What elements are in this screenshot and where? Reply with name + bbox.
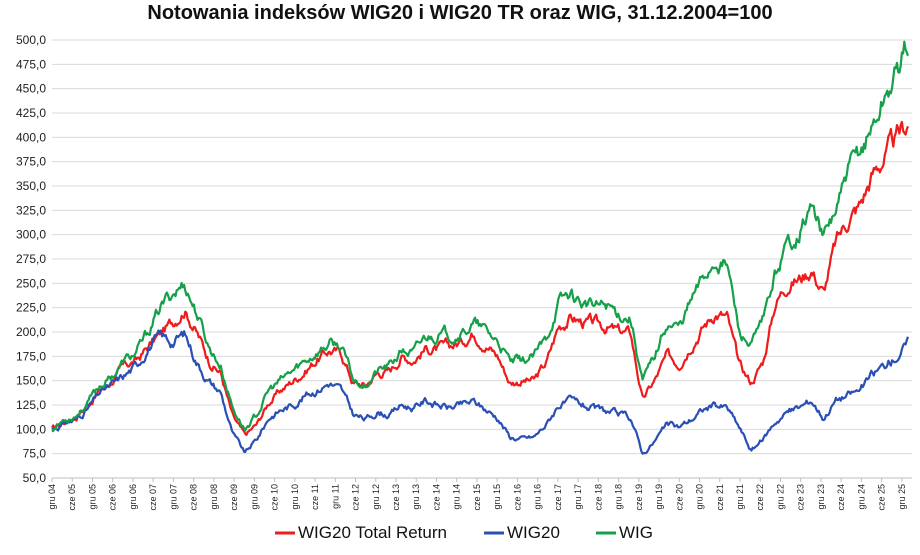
x-tick-label: gru 10 (290, 484, 300, 510)
y-tick-label: 100,0 (16, 422, 46, 436)
x-tick-label: gru 13 (411, 484, 421, 510)
gridlines (52, 39, 912, 479)
y-axis-ticks: 50,0 75,0 100,0 125,0 150,0 175,0 200,0 225,0 25… (16, 33, 46, 485)
x-tick-label: cze 25 (877, 484, 887, 511)
legend-label: WIG (619, 523, 653, 542)
y-tick-label: 400,0 (16, 130, 46, 144)
x-tick-label: cze 08 (189, 484, 199, 511)
y-tick-label: 450,0 (16, 82, 46, 96)
x-tick-label: gru 09 (249, 484, 259, 510)
x-tick-label: cze 11 (310, 484, 320, 510)
x-tick-label: gru 23 (816, 484, 826, 510)
x-tick-label: cze 20 (674, 484, 684, 511)
y-tick-label: 325,0 (16, 203, 46, 217)
y-tick-label: 50,0 (23, 471, 47, 485)
y-tick-label: 125,0 (16, 398, 46, 412)
y-tick-label: 375,0 (16, 155, 46, 169)
x-tick-label: gru 07 (168, 484, 178, 510)
x-tick-label: gru 06 (128, 484, 138, 510)
y-tick-label: 250,0 (16, 276, 46, 290)
x-tick-label: cze 06 (108, 484, 118, 511)
y-tick-label: 150,0 (16, 374, 46, 388)
x-tick-label: gru 04 (47, 484, 57, 510)
x-tick-label: cze 09 (229, 484, 239, 511)
x-tick-label: gru 21 (735, 484, 745, 510)
y-tick-label: 350,0 (16, 179, 46, 193)
x-tick-label: gru 19 (654, 484, 664, 510)
series-lines (51, 40, 910, 455)
y-tick-label: 175,0 (16, 349, 46, 363)
x-tick-label: gru 18 (614, 484, 624, 510)
x-tick-label: gru 24 (856, 484, 866, 510)
y-tick-label: 225,0 (16, 301, 46, 315)
x-tick-label: gru 20 (695, 484, 705, 510)
series-line-1 (51, 329, 910, 455)
y-tick-label: 275,0 (16, 252, 46, 266)
x-tick-label: cze 19 (634, 484, 644, 511)
x-tick-label: gru 17 (573, 484, 583, 510)
x-tick-label: cze 18 (593, 484, 603, 511)
x-tick-label: gru 25 (897, 484, 907, 510)
x-tick-label: gru 05 (87, 484, 97, 510)
x-tick-label: cze 12 (351, 484, 361, 511)
x-tick-label: gru 12 (371, 484, 381, 510)
x-tick-label: cze 15 (472, 484, 482, 511)
legend-label: WIG20 Total Return (298, 523, 447, 542)
legend: WIG20 Total Return WIG20 WIG (275, 523, 653, 542)
x-tick-label: cze 13 (391, 484, 401, 511)
x-tick-label: cze 22 (755, 484, 765, 511)
x-tick-label: cze 17 (553, 484, 563, 511)
x-tick-label: cze 05 (67, 484, 77, 511)
y-tick-label: 500,0 (16, 33, 46, 47)
y-tick-label: 300,0 (16, 228, 46, 242)
x-tick-label: cze 14 (431, 484, 441, 511)
x-tick-label: cze 07 (148, 484, 158, 511)
x-tick-label: gru 08 (209, 484, 219, 510)
x-tick-label: cze 10 (270, 484, 280, 511)
series-line-0 (51, 120, 910, 436)
y-tick-label: 75,0 (23, 447, 47, 461)
x-axis-ticks: gru 04 cze 05 gru 05 cze 06 gru 06 cze 07 gru … (47, 478, 907, 511)
series-line-2 (51, 40, 910, 433)
x-tick-label: gru 11 (330, 484, 340, 509)
x-tick-label: gru 15 (492, 484, 502, 510)
chart-title: Notowania indeksów WIG20 i WIG20 TR oraz… (147, 2, 773, 24)
y-tick-label: 425,0 (16, 106, 46, 120)
x-tick-label: cze 21 (715, 484, 725, 511)
y-tick-label: 200,0 (16, 325, 46, 339)
x-tick-label: gru 14 (452, 484, 462, 510)
x-tick-label: gru 22 (775, 484, 785, 510)
legend-label: WIG20 (507, 523, 560, 542)
x-tick-label: cze 16 (512, 484, 522, 511)
x-tick-label: cze 24 (836, 484, 846, 511)
x-tick-label: cze 23 (796, 484, 806, 511)
y-tick-label: 475,0 (16, 57, 46, 71)
x-tick-label: gru 16 (533, 484, 543, 510)
